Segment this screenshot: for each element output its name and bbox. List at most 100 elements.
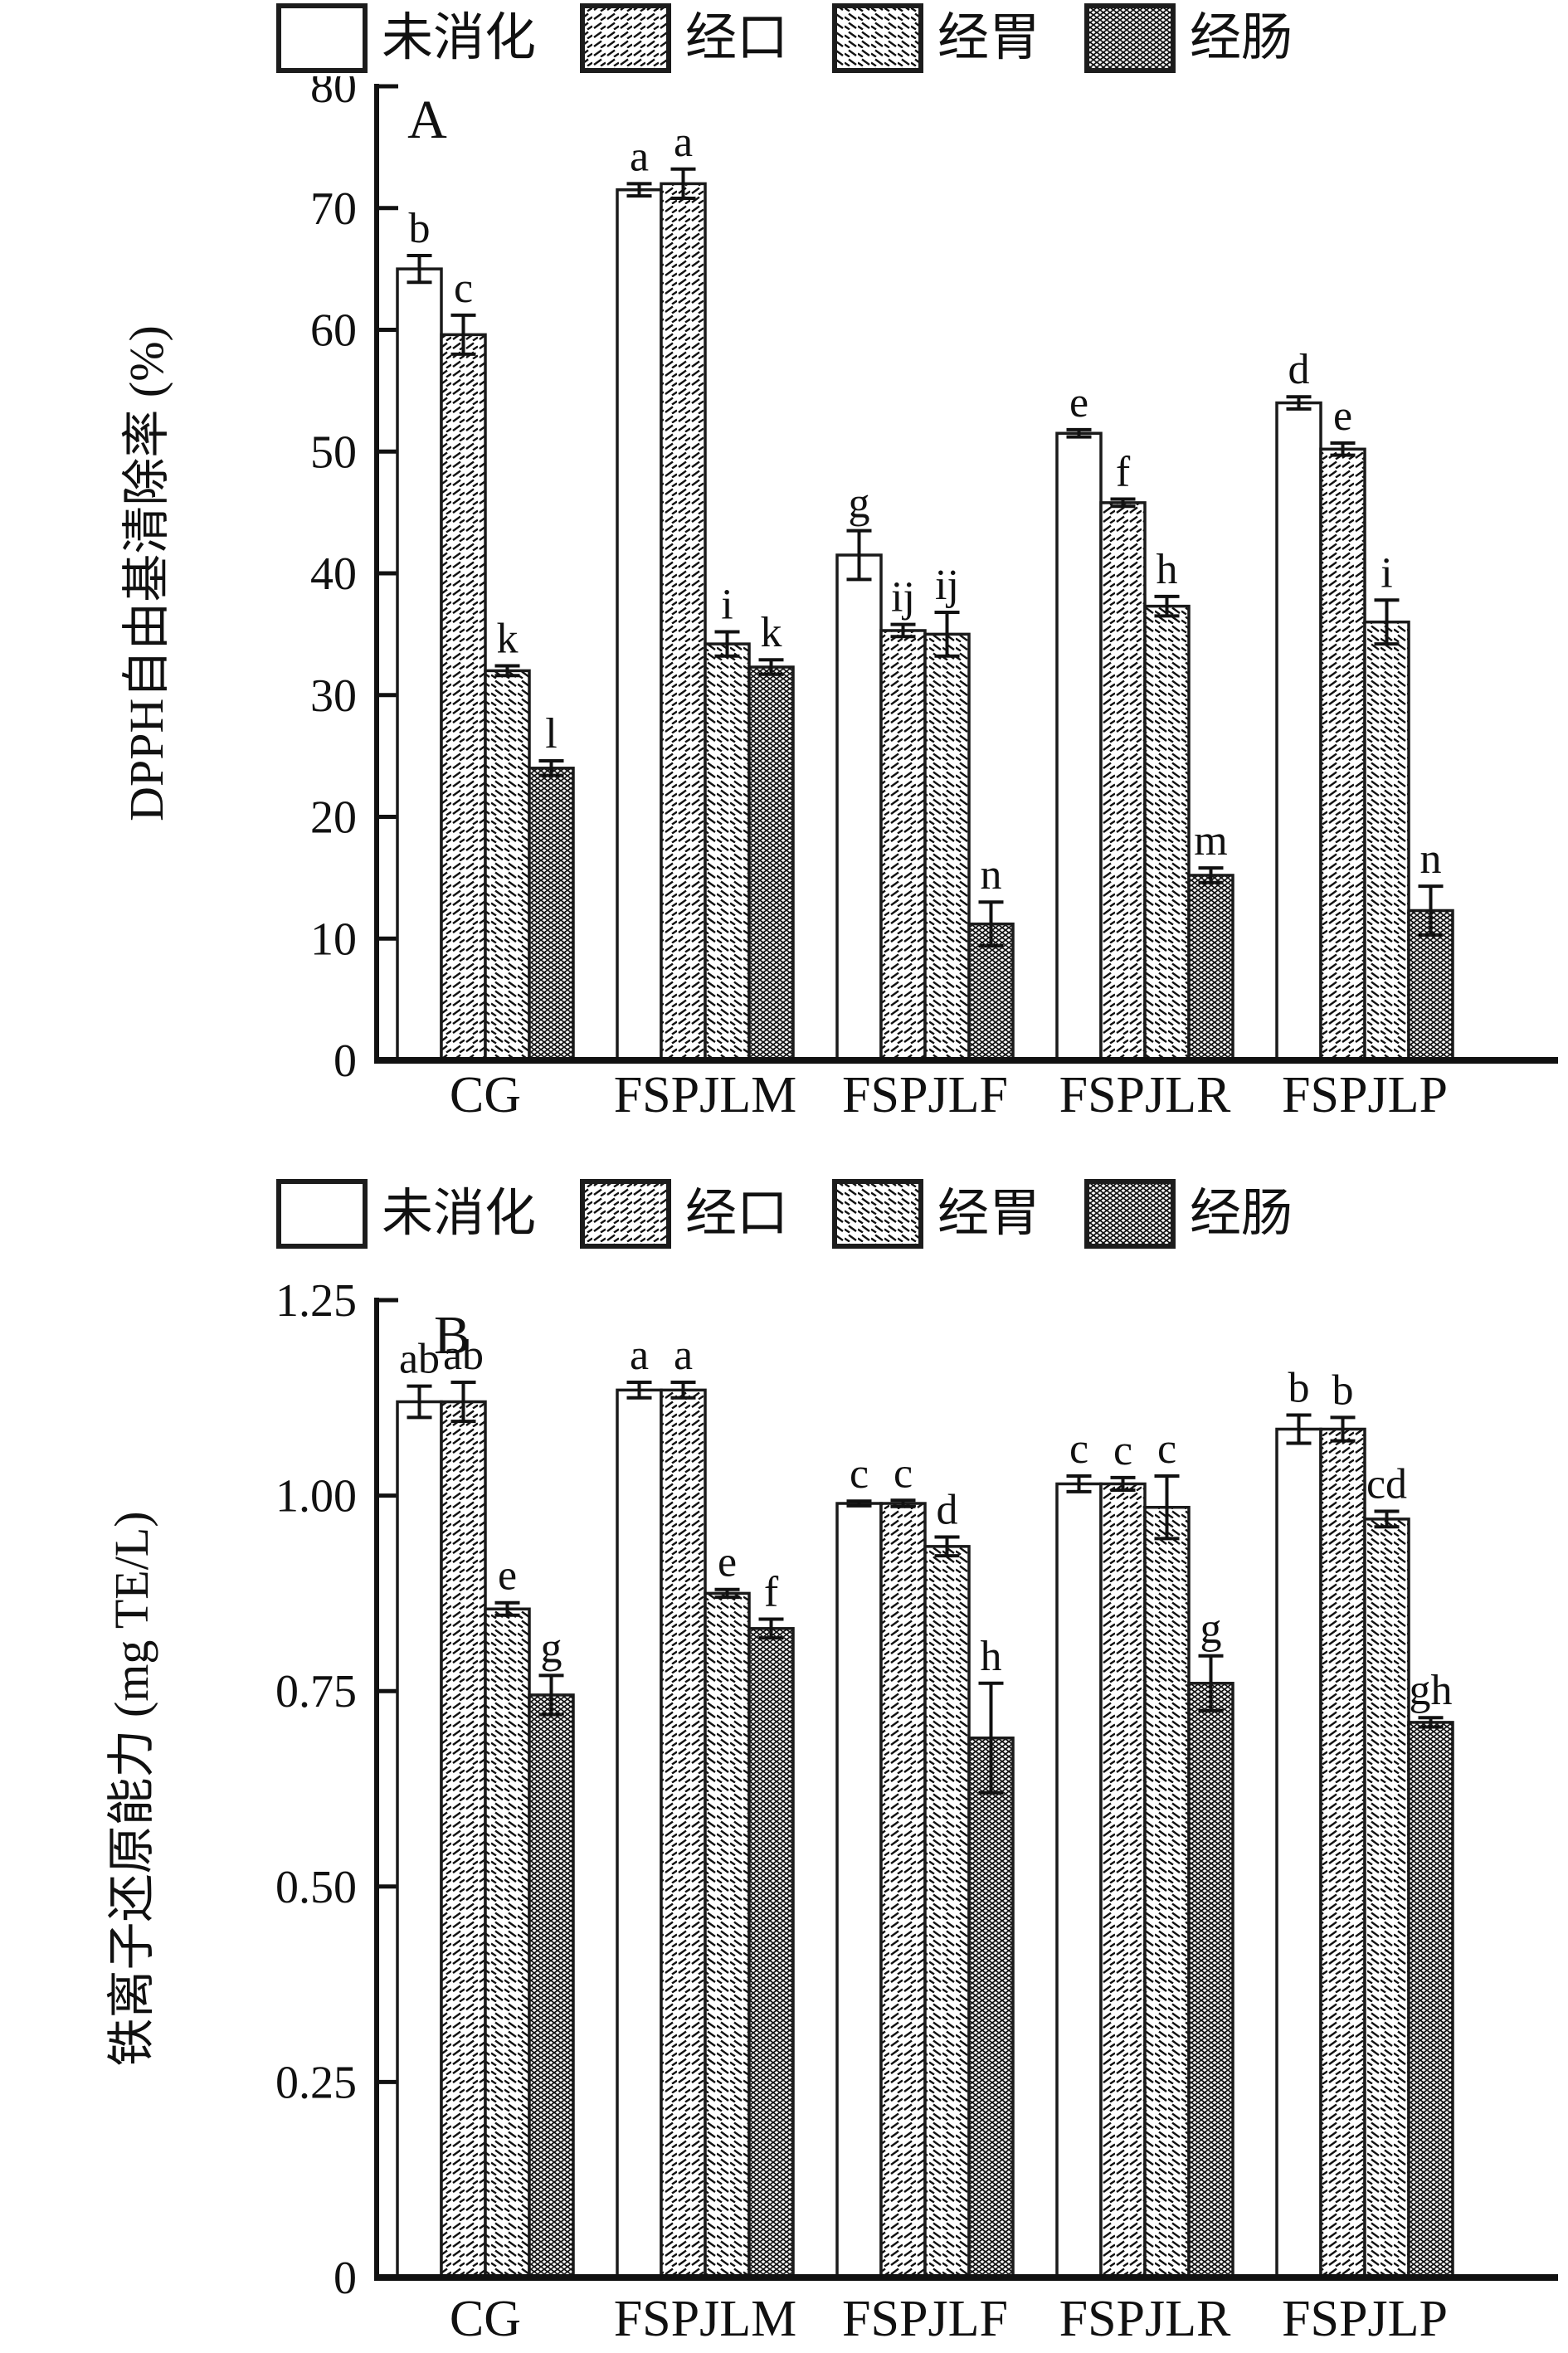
y-axis-title: 铁离子还原能力 (mg TE/L): [105, 1511, 158, 2066]
y-tick-label: 50: [310, 426, 357, 478]
legend-label-intestinal: 经肠: [1190, 1186, 1293, 1242]
y-tick-label: 0: [334, 1035, 357, 1087]
bar: [616, 1388, 663, 2279]
legend-item-intestinal: 经肠: [1083, 2, 1293, 74]
bar: [879, 629, 927, 1062]
significance-letter: a: [674, 119, 693, 166]
x-category-label: FSPJLM: [614, 1067, 797, 1123]
bar: [1363, 620, 1410, 1062]
bar: [747, 665, 795, 1062]
bar: [440, 333, 487, 1062]
significance-letter: c: [850, 1450, 869, 1498]
legend-swatch-open: [275, 1179, 368, 1249]
bar: [1363, 1518, 1410, 2279]
bar: [1187, 1682, 1234, 2279]
bar: [484, 669, 531, 1062]
bar: [1099, 1482, 1147, 2279]
significance-letter: b: [409, 205, 431, 252]
significance-letter: e: [718, 1539, 737, 1586]
y-tick-label: 80: [310, 76, 357, 113]
y-tick-label: 10: [310, 913, 357, 965]
significance-letter: c: [454, 265, 473, 312]
significance-letter: c: [1113, 1427, 1132, 1474]
legend-item-oral: 经口: [579, 2, 788, 74]
significance-letter: i: [1381, 549, 1392, 597]
significance-letter: b: [1332, 1366, 1354, 1414]
bar: [704, 1591, 751, 2279]
significance-letter: l: [545, 710, 557, 758]
significance-letter: e: [498, 1552, 517, 1600]
bar: [1099, 501, 1147, 1062]
bar: [835, 1502, 883, 2279]
bar: [660, 1388, 707, 2279]
bar: [484, 1607, 531, 2279]
legend-item-undigested: 未消化: [275, 2, 536, 74]
panel-label: B: [434, 1305, 470, 1366]
x-category-label: CG: [450, 1067, 521, 1123]
legend-item-intestinal: 经肠: [1083, 1178, 1293, 1250]
significance-letter: c: [894, 1449, 913, 1497]
significance-letter: h: [981, 1633, 1002, 1680]
bar: [396, 1400, 443, 2279]
legend-label-undigested: 未消化: [381, 10, 536, 66]
y-tick-label: 60: [310, 305, 357, 357]
legend-swatch-dense-cross: [1084, 1179, 1176, 1249]
panel-label: A: [407, 90, 447, 150]
significance-letter: g: [541, 1625, 562, 1672]
bar: [704, 642, 751, 1062]
legend-item-oral: 经口: [579, 1178, 788, 1250]
x-category-label: FSPJLM: [614, 2291, 797, 2347]
legend-label-gastric: 经胃: [937, 10, 1041, 66]
bar: [1319, 1427, 1366, 2279]
bar: [967, 1736, 1015, 2279]
significance-letter: c: [1069, 1425, 1088, 1473]
legend-item-gastric: 经胃: [831, 1178, 1040, 1250]
significance-letter: c: [1157, 1425, 1176, 1473]
significance-letter: ab: [443, 1332, 484, 1379]
bar: [528, 767, 575, 1062]
significance-letter: e: [1333, 392, 1352, 440]
significance-letter: m: [1194, 817, 1227, 865]
x-category-label: CG: [450, 2291, 521, 2347]
bar: [835, 553, 883, 1062]
x-category-label: FSPJLR: [1059, 2291, 1231, 2347]
bar: [396, 267, 443, 1062]
chart-b-plot: 0 0.25 0.50 0.75 1.00 1.25 铁离子还原能力 (mg TE/L) Ba…: [105, 1275, 1558, 2347]
legend-swatch-open: [275, 3, 368, 73]
y-axis-title: DPPH自由基清除率 (%): [119, 325, 173, 821]
significance-letter: a: [630, 1332, 649, 1379]
significance-letter: cd: [1366, 1460, 1407, 1508]
legend-swatch-dense-cross: [1084, 3, 1176, 73]
legend-label-intestinal: 经肠: [1190, 10, 1293, 66]
y-tick-label: 1.25: [275, 1275, 357, 1327]
y-tick-label: 0: [334, 2253, 357, 2304]
significance-letter: b: [1288, 1365, 1310, 1412]
significance-letter: i: [721, 581, 733, 628]
bar: [660, 182, 707, 1062]
bar: [440, 1400, 487, 2279]
bar: [1275, 401, 1322, 1062]
legend-swatch-diag-back: [832, 1179, 923, 1249]
significance-letter: a: [630, 133, 649, 180]
x-category-label: FSPJLP: [1282, 2291, 1448, 2347]
significance-letter: e: [1069, 379, 1088, 426]
bar: [1407, 1721, 1454, 2279]
y-tick-label: 20: [310, 792, 357, 844]
y-tick-label: 30: [310, 670, 357, 722]
bar: [747, 1627, 795, 2279]
significance-letter: ab: [399, 1336, 440, 1383]
legend-b: 未消化 经口 经胃 经肠: [0, 1174, 1568, 1254]
y-tick-label: 0.50: [275, 1862, 357, 1913]
y-tick-label: 0.75: [275, 1666, 357, 1717]
legend-label-oral: 经口: [684, 1186, 788, 1242]
significance-letter: k: [761, 609, 782, 656]
significance-letter: f: [1116, 448, 1131, 495]
bar: [879, 1502, 927, 2279]
x-category-label: FSPJLF: [842, 2291, 1008, 2347]
y-tick-label: 1.00: [275, 1471, 357, 1522]
bar: [1187, 874, 1234, 1062]
bar: [1055, 1482, 1103, 2279]
x-category-label: FSPJLP: [1282, 1067, 1448, 1123]
legend-swatch-diag-forward: [579, 1179, 671, 1249]
